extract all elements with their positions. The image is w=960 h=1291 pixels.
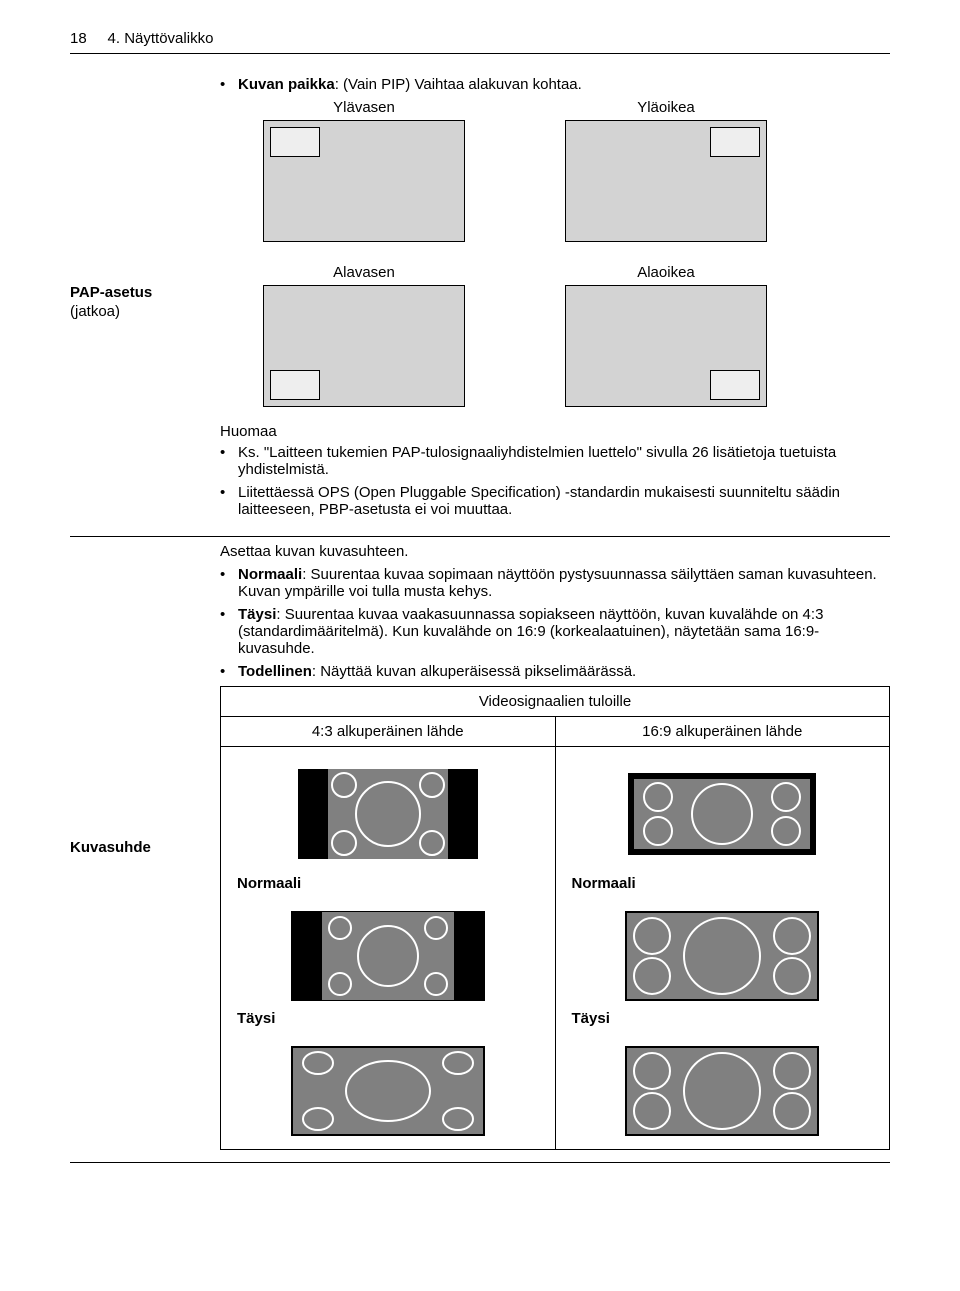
illus-43-orig (288, 759, 488, 869)
pip-bl (270, 370, 320, 400)
aspect-left: Kuvasuhde (70, 543, 220, 1150)
full-label: Täysi (238, 606, 276, 623)
table-body: Normaali Täys (221, 747, 889, 1149)
aspect-right: Asettaa kuvan kuvasuhteen. • Normaali: S… (220, 543, 890, 1150)
pip-br (710, 370, 760, 400)
pap-left: PAP-asetus (jatkoa) (70, 76, 220, 524)
table-sub-row: 4:3 alkuperäinen lähde 16:9 alkuperäinen… (221, 717, 889, 747)
section-title: 4. Näyttövalikko (108, 30, 214, 47)
illus-43-normal (288, 908, 488, 1004)
bullet-text: Kuvan paikka: (Vain PIP) Vaihtaa alakuva… (238, 76, 890, 93)
screen-bl (263, 285, 465, 407)
full-text: Täysi: Suurentaa kuvaa vaakasuunnassa so… (238, 606, 890, 657)
illus-169-normal (622, 908, 822, 1004)
bullet-dot: • (220, 663, 238, 680)
pos-tr: Yläoikea (546, 99, 786, 248)
pos-label: Kuvan paikka (238, 76, 335, 93)
aspect-row: Kuvasuhde Asettaa kuvan kuvasuhteen. • N… (70, 537, 890, 1163)
n1a: Ks. (238, 444, 264, 461)
illus-169-full (622, 1043, 822, 1139)
col-169: 16:9 alkuperäinen lähde (556, 717, 890, 747)
illus-43-full (288, 1043, 488, 1139)
aspect-normal: • Normaali: Suurentaa kuvaa sopimaan näy… (220, 566, 890, 600)
notice-1-text: Ks. "Laitteen tukemien PAP-tulosignaaliy… (238, 444, 890, 478)
notice-1: • Ks. "Laitteen tukemien PAP-tulosignaal… (220, 444, 890, 478)
label-43-full: Täysi (237, 1010, 545, 1027)
bullet-dot: • (220, 444, 238, 478)
normal-text: Normaali: Suurentaa kuvaa sopimaan näytt… (238, 566, 890, 600)
real-body: : Näyttää kuvan alkuperäisessä pikselimä… (312, 663, 636, 680)
label-169-normal: Normaali (572, 875, 880, 892)
col-43: 4:3 alkuperäinen lähde (221, 717, 556, 747)
pos-bl-label: Alavasen (244, 264, 484, 281)
pos-br-label: Alaoikea (546, 264, 786, 281)
notice-title: Huomaa (220, 423, 890, 440)
header-rule (70, 53, 890, 54)
full-body: : Suurentaa kuvaa vaakasuunnassa sopiaks… (238, 606, 823, 657)
aspect-title: Kuvasuhde (70, 839, 151, 856)
illus-169-orig (622, 759, 822, 869)
normal-label: Normaali (238, 566, 302, 583)
pap-row: PAP-asetus (jatkoa) • Kuvan paikka: (Vai… (70, 70, 890, 537)
position-grid: Ylävasen Yläoikea Alavasen Alaoikea (244, 99, 890, 413)
normal-body: : Suurentaa kuvaa sopimaan näyttöön pyst… (238, 566, 877, 600)
bullet-dot: • (220, 606, 238, 657)
pos-tl-label: Ylävasen (244, 99, 484, 116)
cell-169: Normaali Täysi (556, 747, 890, 1149)
page-header: 18 4. Näyttövalikko (70, 30, 890, 47)
label-43-normal: Normaali (237, 875, 545, 892)
bullet-dot: • (220, 566, 238, 600)
page-number: 18 (70, 30, 87, 47)
pap-bullet-position: • Kuvan paikka: (Vain PIP) Vaihtaa alaku… (220, 76, 890, 93)
aspect-real: • Todellinen: Näyttää kuvan alkuperäises… (220, 663, 890, 680)
bullet-dot: • (220, 484, 238, 518)
table-header: Videosignaalien tuloille (221, 687, 889, 717)
pap-right: • Kuvan paikka: (Vain PIP) Vaihtaa alaku… (220, 76, 890, 524)
pap-sub: (jatkoa) (70, 303, 220, 320)
pos-br: Alaoikea (546, 264, 786, 413)
real-text: Todellinen: Näyttää kuvan alkuperäisessä… (238, 663, 890, 680)
screen-tl (263, 120, 465, 242)
screen-br (565, 285, 767, 407)
aspect-intro: Asettaa kuvan kuvasuhteen. (220, 543, 890, 560)
screen-tr (565, 120, 767, 242)
pos-tr-label: Yläoikea (546, 99, 786, 116)
pos-tl: Ylävasen (244, 99, 484, 248)
notice-2: • Liitettäessä OPS (Open Pluggable Speci… (220, 484, 890, 518)
cell-43: Normaali Täys (221, 747, 556, 1149)
real-label: Todellinen (238, 663, 312, 680)
label-169-full: Täysi (572, 1010, 880, 1027)
pap-title: PAP-asetus (70, 284, 220, 301)
pos-bl: Alavasen (244, 264, 484, 413)
n1b: "Laitteen tukemien PAP-tulosignaaliyhdis… (264, 444, 709, 461)
bullet-dot: • (220, 76, 238, 93)
aspect-full: • Täysi: Suurentaa kuvaa vaakasuunnassa … (220, 606, 890, 657)
notice-2-text: Liitettäessä OPS (Open Pluggable Specifi… (238, 484, 890, 518)
pip-tl (270, 127, 320, 157)
aspect-table: Videosignaalien tuloille 4:3 alkuperäine… (220, 686, 890, 1150)
pip-tr (710, 127, 760, 157)
pos-text: : (Vain PIP) Vaihtaa alakuvan kohtaa. (335, 76, 582, 93)
